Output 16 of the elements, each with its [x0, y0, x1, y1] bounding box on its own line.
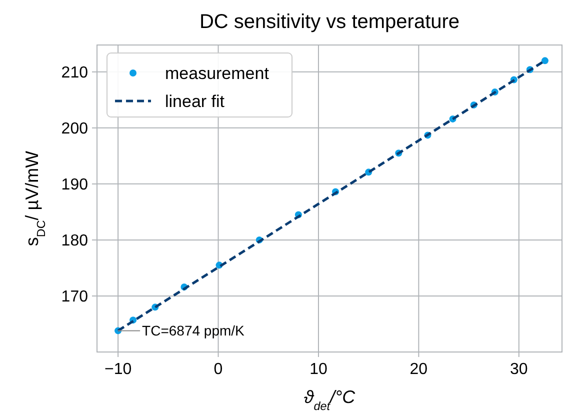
legend-label: measurement — [165, 64, 270, 83]
x-tick-label: 30 — [510, 361, 528, 378]
y-tick-label: 180 — [61, 232, 88, 250]
x-tick-label: −10 — [104, 361, 132, 378]
y-tick-label: 190 — [61, 176, 88, 194]
y-tick-label: 210 — [61, 64, 88, 82]
point — [541, 57, 548, 64]
chart-title: DC sensitivity vs temperature — [199, 11, 460, 33]
y-tick-label: 200 — [61, 120, 88, 138]
y-tick-label: 170 — [61, 288, 88, 306]
x-axis-title: ϑ$_{det}$/°C — [304, 387, 356, 412]
legend-label: linear fit — [165, 92, 225, 111]
x-tick-label: 10 — [310, 361, 328, 378]
annotation: TC=6874 ppm/K — [142, 322, 246, 339]
x-tick-label: 20 — [410, 361, 428, 378]
x-tick-label: 0 — [214, 361, 223, 378]
